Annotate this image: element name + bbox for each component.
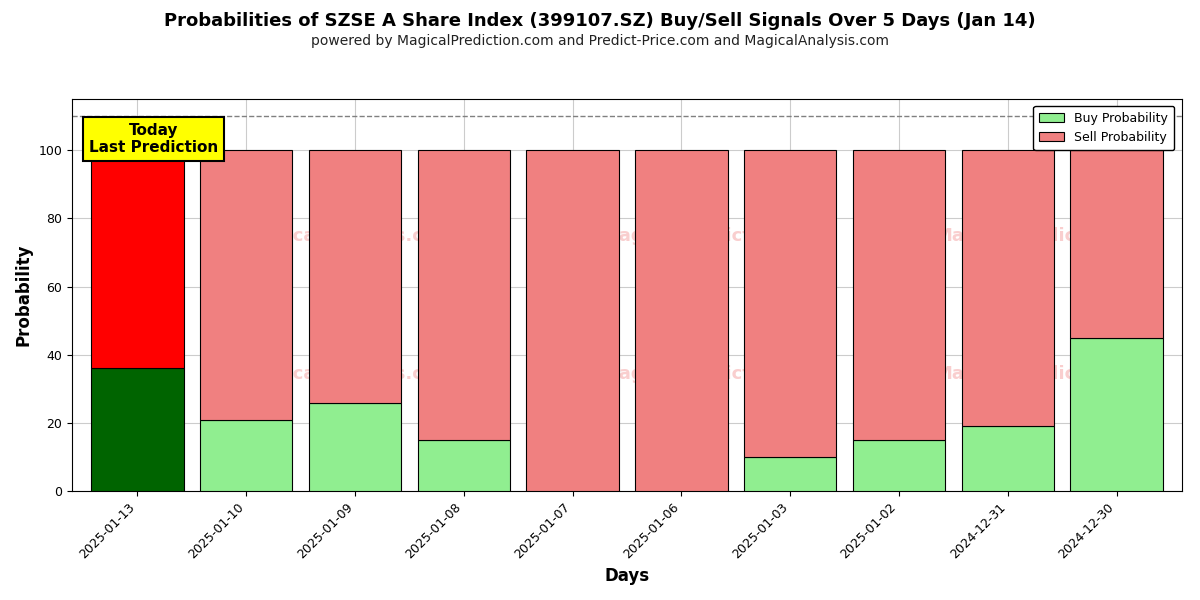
Bar [418, 150, 510, 440]
Bar [200, 419, 293, 491]
Text: MagicalAnalysis.com: MagicalAnalysis.com [245, 227, 455, 245]
Legend: Buy Probability, Sell Probability: Buy Probability, Sell Probability [1033, 106, 1175, 151]
Bar [308, 150, 401, 403]
Text: powered by MagicalPrediction.com and Predict-Price.com and MagicalAnalysis.com: powered by MagicalPrediction.com and Pre… [311, 34, 889, 48]
Bar [200, 150, 293, 419]
Text: MagicalPrediction.com: MagicalPrediction.com [601, 365, 830, 383]
Bar [744, 150, 836, 457]
Bar [308, 403, 401, 491]
Text: MagicalPrediction.com: MagicalPrediction.com [934, 365, 1164, 383]
Bar [418, 440, 510, 491]
Bar [1070, 150, 1163, 338]
Bar [527, 150, 619, 491]
Bar [1070, 338, 1163, 491]
Text: MagicalPrediction.com: MagicalPrediction.com [934, 227, 1164, 245]
Bar [961, 150, 1054, 427]
Text: Today
Last Prediction: Today Last Prediction [89, 123, 218, 155]
Text: MagicalPrediction.com: MagicalPrediction.com [601, 227, 830, 245]
Bar [961, 427, 1054, 491]
Bar [853, 440, 946, 491]
Bar [91, 150, 184, 368]
X-axis label: Days: Days [605, 567, 649, 585]
Bar [91, 368, 184, 491]
Bar [744, 457, 836, 491]
Y-axis label: Probability: Probability [16, 244, 34, 346]
Text: MagicalAnalysis.com: MagicalAnalysis.com [245, 365, 455, 383]
Text: Probabilities of SZSE A Share Index (399107.SZ) Buy/Sell Signals Over 5 Days (Ja: Probabilities of SZSE A Share Index (399… [164, 12, 1036, 30]
Bar [853, 150, 946, 440]
Bar [635, 150, 727, 491]
